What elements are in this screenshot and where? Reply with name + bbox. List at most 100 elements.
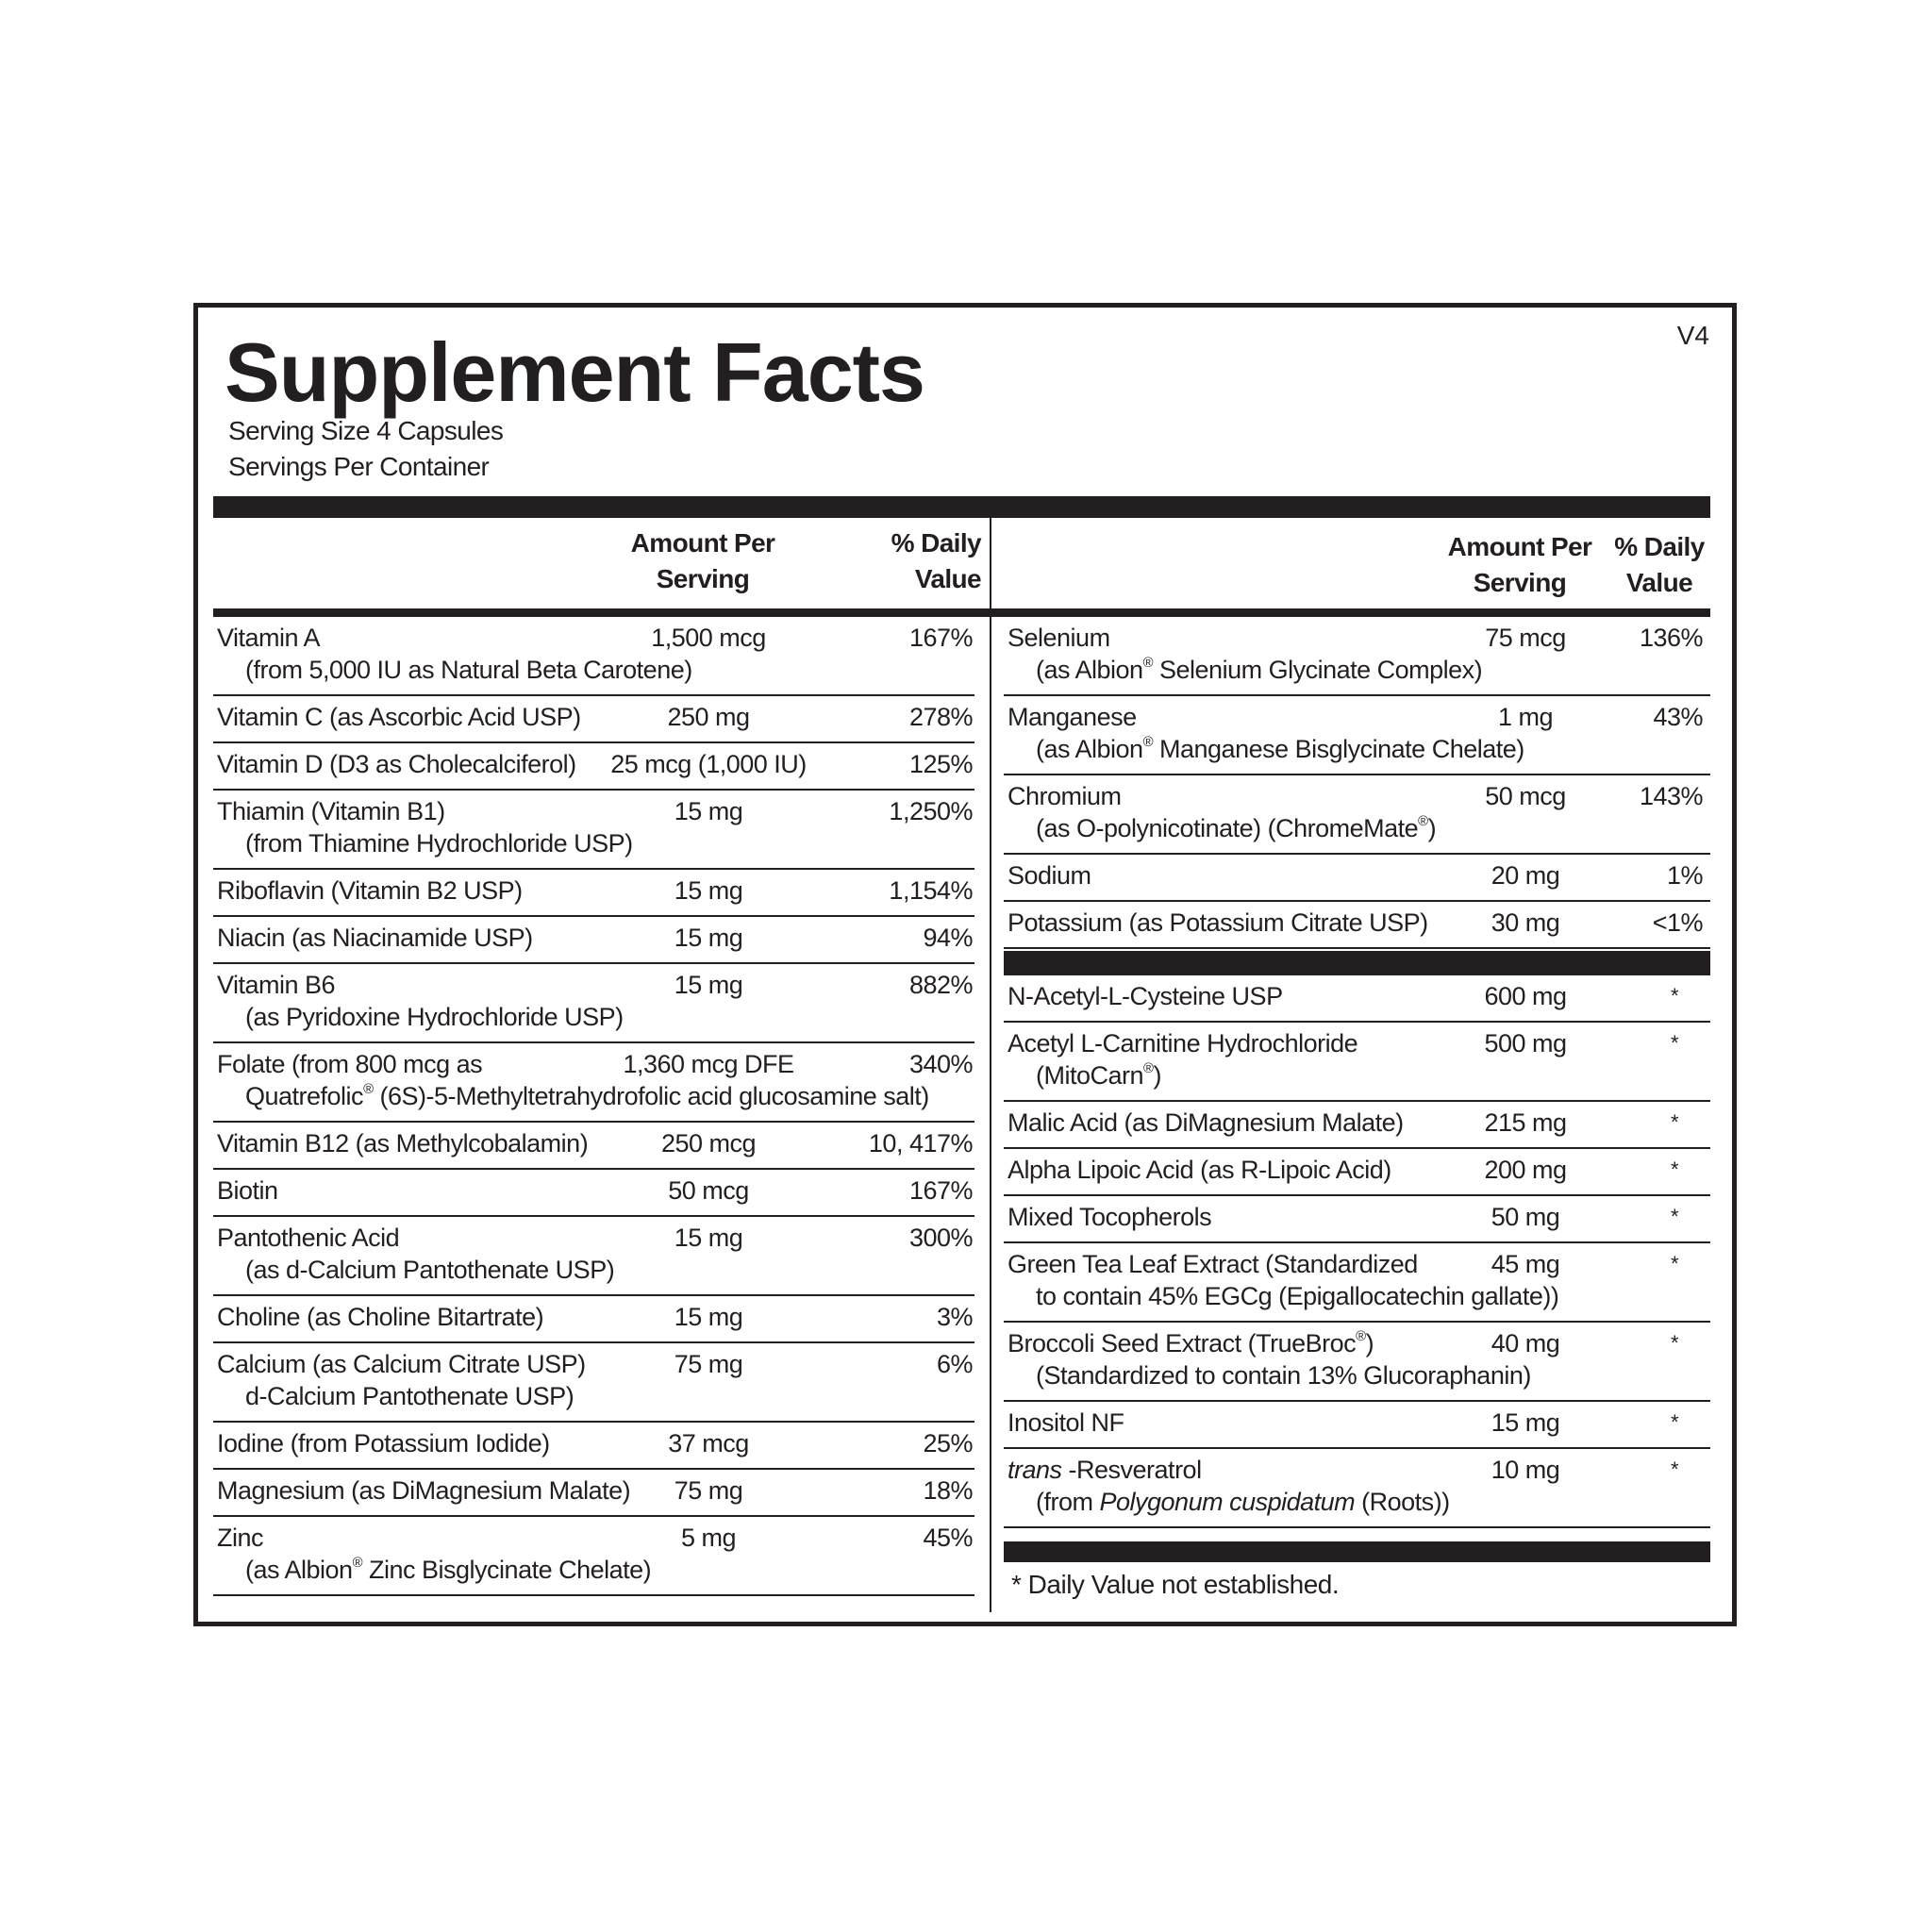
amount-per-serving: 37 mcg: [668, 1429, 749, 1457]
supplement-facts-panel: Supplement Facts V4 Serving Size 4 Capsu…: [193, 303, 1737, 1626]
amount-per-serving: 5 mg: [680, 1524, 737, 1552]
dv-header-line1: % Daily: [891, 528, 982, 558]
amount-per-serving: 250 mg: [667, 703, 750, 731]
amount-per-serving: 1,500 mcg: [651, 624, 766, 652]
amount-header-line2: Serving: [1473, 568, 1567, 597]
footnote: * Daily Value not established.: [1011, 1570, 1340, 1599]
nutrient-row: Chromium (as O-polynicotinate) (ChromeMat…: [1004, 775, 1710, 855]
amount-per-serving: 25 mcg (1,000 IU): [610, 750, 807, 778]
daily-value: *: [1670, 1410, 1679, 1434]
daily-value: 1,154%: [889, 876, 973, 905]
amount-per-serving: 15 mg: [1491, 1408, 1560, 1437]
daily-value: <1%: [1652, 908, 1704, 937]
nutrient-row: Biotin 50 mcg 167%: [213, 1170, 974, 1217]
nutrient-row: trans -Resveratrol (from Polygonum cuspid…: [1004, 1449, 1710, 1528]
daily-value: 278%: [908, 703, 974, 731]
nutrient-row: Selenium (as Albion® Selenium Glycinate C…: [1004, 617, 1710, 696]
daily-value: *: [1670, 1331, 1679, 1355]
nutrient-row: Choline (as Choline Bitartrate) 15 mg 3%: [213, 1296, 974, 1343]
nutrient-row: Calcium (as Calcium Citrate USP) d-Calciu…: [213, 1343, 974, 1423]
nutrient-row: N-Acetyl-L-Cysteine USP 600 mg *: [1004, 975, 1710, 1023]
nutrient-row: Alpha Lipoic Acid (as R-Lipoic Acid) 200 …: [1004, 1149, 1710, 1196]
nutrient-name: Mixed Tocopherols: [1008, 1203, 1212, 1231]
amount-header-line1: Amount Per: [1447, 532, 1592, 561]
left-amount-header: Amount Per Serving: [613, 525, 792, 597]
section-divider-bar: [1004, 951, 1710, 975]
daily-value: *: [1670, 1110, 1679, 1134]
daily-value: 1%: [1666, 861, 1704, 890]
nutrient-name: Pantothenic Acid: [217, 1224, 400, 1252]
nutrient-row: Acetyl L-Carnitine Hydrochloride (MitoCar…: [1004, 1023, 1710, 1102]
column-divider: [990, 518, 991, 1612]
nutrient-row: Mixed Tocopherols 50 mg *: [1004, 1196, 1710, 1243]
servings-per-container: Servings Per Container: [228, 452, 490, 481]
nutrient-row: Vitamin A (from 5,000 IU as Natural Beta …: [213, 617, 974, 696]
right-dv-header: % Daily Value: [1598, 529, 1721, 601]
nutrient-row: Inositol NF 15 mg *: [1004, 1402, 1710, 1449]
amount-per-serving: 50 mcg: [1485, 782, 1566, 810]
amount-per-serving: 15 mg: [674, 876, 743, 905]
daily-value: 43%: [1653, 703, 1703, 731]
daily-value: 136%: [1639, 624, 1704, 652]
daily-value: *: [1670, 1252, 1679, 1275]
daily-value: 10, 417%: [868, 1129, 974, 1158]
amount-per-serving: 1 mg: [1497, 703, 1554, 731]
nutrient-name: Broccoli Seed Extract (TrueBroc®): [1008, 1329, 1374, 1357]
amount-header-line1: Amount Per: [630, 528, 775, 558]
right-nutrient-list: Selenium (as Albion® Selenium Glycinate C…: [1004, 617, 1710, 1600]
daily-value: 143%: [1639, 782, 1704, 810]
nutrient-name: Thiamin (Vitamin B1): [217, 797, 445, 825]
nutrient-source: (from Polygonum cuspidatum (Roots)): [1036, 1488, 1450, 1516]
amount-per-serving: 30 mg: [1491, 908, 1560, 937]
nutrient-source: (as Pyridoxine Hydrochloride USP): [245, 1003, 624, 1031]
daily-value: *: [1670, 1158, 1679, 1181]
nutrient-source: d-Calcium Pantothenate USP): [245, 1382, 575, 1410]
version-label: V4: [1676, 321, 1709, 350]
nutrient-source: (as Albion® Manganese Bisglycinate Chela…: [1036, 735, 1524, 763]
nutrient-name: Selenium: [1008, 624, 1110, 652]
nutrient-source: (as Albion® Zinc Bisglycinate Chelate): [245, 1556, 652, 1584]
right-nutrient-group-1: Selenium (as Albion® Selenium Glycinate C…: [1004, 617, 1710, 949]
nutrient-name: N-Acetyl-L-Cysteine USP: [1008, 982, 1283, 1010]
daily-value: 6%: [936, 1350, 974, 1378]
nutrient-name: Sodium: [1008, 861, 1091, 890]
nutrient-source: (from Thiamine Hydrochloride USP): [245, 829, 633, 858]
nutrient-name: Niacin (as Niacinamide USP): [217, 924, 533, 952]
serving-size: Serving Size 4 Capsules: [228, 416, 504, 445]
amount-per-serving: 500 mg: [1484, 1029, 1567, 1058]
nutrient-row: Vitamin D (D3 as Cholecalciferol) 25 mcg …: [213, 743, 974, 791]
nutrient-row: Broccoli Seed Extract (TrueBroc®) (Standa…: [1004, 1323, 1710, 1402]
nutrient-source: (as d-Calcium Pantothenate USP): [245, 1256, 615, 1284]
nutrient-row: Manganese (as Albion® Manganese Bisglycin…: [1004, 696, 1710, 775]
nutrient-name: Green Tea Leaf Extract (Standardized: [1008, 1250, 1418, 1278]
dv-header-line1: % Daily: [1614, 532, 1705, 561]
nutrient-name: Biotin: [217, 1176, 278, 1205]
nutrient-name: Vitamin B12 (as Methylcobalamin): [217, 1129, 589, 1158]
amount-per-serving: 15 mg: [674, 1224, 743, 1252]
nutrient-source: (from 5,000 IU as Natural Beta Carotene): [245, 656, 692, 684]
nutrient-row: Vitamin B6 (as Pyridoxine Hydrochloride U…: [213, 964, 974, 1043]
nutrient-row: Riboflavin (Vitamin B2 USP) 15 mg 1,154%: [213, 870, 974, 917]
amount-per-serving: 50 mg: [1491, 1203, 1560, 1231]
nutrient-name: Vitamin B6: [217, 971, 336, 999]
nutrient-name: Malic Acid (as DiMagnesium Malate): [1008, 1108, 1404, 1137]
dv-header-line2: Value: [914, 564, 982, 593]
top-divider-bar: [213, 496, 1710, 518]
amount-per-serving: 10 mg: [1491, 1456, 1560, 1484]
nutrient-row: Magnesium (as DiMagnesium Malate) 75 mg 18…: [213, 1470, 974, 1517]
nutrient-row: Folate (from 800 mcg as Quatrefolic® (6S)…: [213, 1043, 974, 1123]
nutrient-row: Malic Acid (as DiMagnesium Malate) 215 mg…: [1004, 1102, 1710, 1149]
daily-value: 167%: [908, 1176, 974, 1205]
nutrient-source: to contain 45% EGCg (Epigallocatechin ga…: [1036, 1282, 1559, 1310]
daily-value: 25%: [923, 1429, 973, 1457]
nutrient-name: Inositol NF: [1008, 1408, 1124, 1437]
daily-value: 45%: [923, 1524, 973, 1552]
amount-per-serving: 75 mg: [674, 1476, 743, 1505]
left-nutrient-list: Vitamin A (from 5,000 IU as Natural Beta …: [213, 617, 974, 1596]
amount-per-serving: 20 mg: [1491, 861, 1560, 890]
amount-per-serving: 45 mg: [1491, 1250, 1560, 1278]
header-divider-bar: [213, 608, 1710, 617]
daily-value: *: [1670, 1457, 1679, 1481]
nutrient-name: Calcium (as Calcium Citrate USP): [217, 1350, 586, 1378]
nutrient-source: (as Albion® Selenium Glycinate Complex): [1036, 656, 1483, 684]
